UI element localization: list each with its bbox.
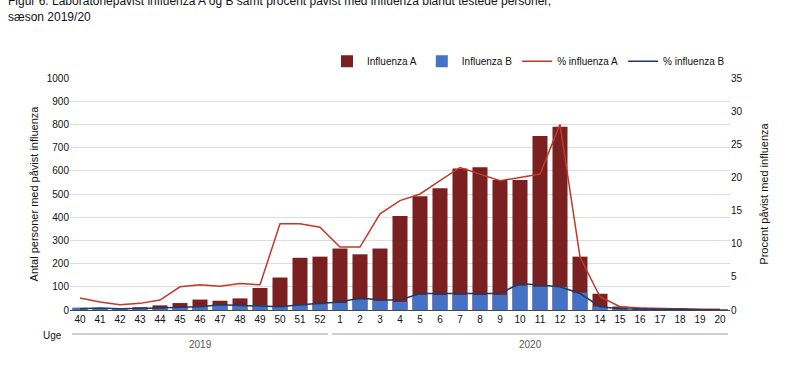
svg-text:10: 10 — [514, 314, 526, 325]
svg-text:35: 35 — [731, 73, 743, 84]
svg-text:Antal personer med påvist infl: Antal personer med påvist influenza — [28, 106, 40, 282]
svg-text:200: 200 — [52, 258, 69, 269]
svg-text:46: 46 — [194, 314, 206, 325]
svg-text:12: 12 — [554, 314, 566, 325]
svg-text:100: 100 — [52, 281, 69, 292]
svg-text:30: 30 — [731, 106, 743, 117]
svg-text:25: 25 — [731, 139, 743, 150]
svg-text:1: 1 — [337, 314, 343, 325]
svg-text:0: 0 — [731, 305, 737, 316]
svg-text:300: 300 — [52, 235, 69, 246]
svg-text:15: 15 — [614, 314, 626, 325]
svg-text:50: 50 — [274, 314, 286, 325]
svg-text:700: 700 — [52, 142, 69, 153]
svg-text:20: 20 — [714, 314, 726, 325]
svg-text:44: 44 — [154, 314, 166, 325]
svg-text:43: 43 — [134, 314, 146, 325]
svg-text:9: 9 — [497, 314, 503, 325]
svg-text:16: 16 — [634, 314, 646, 325]
svg-text:5: 5 — [731, 271, 737, 282]
svg-text:2020: 2020 — [519, 339, 542, 350]
svg-text:40: 40 — [74, 314, 86, 325]
svg-text:Uge: Uge — [43, 330, 62, 341]
svg-text:10: 10 — [731, 238, 743, 249]
svg-text:13: 13 — [574, 314, 586, 325]
svg-text:14: 14 — [594, 314, 606, 325]
svg-text:3: 3 — [377, 314, 383, 325]
svg-text:19: 19 — [694, 314, 706, 325]
svg-text:1000: 1000 — [47, 73, 70, 84]
svg-text:15: 15 — [731, 205, 743, 216]
svg-text:48: 48 — [234, 314, 246, 325]
svg-text:4: 4 — [397, 314, 403, 325]
svg-text:900: 900 — [52, 96, 69, 107]
svg-text:800: 800 — [52, 119, 69, 130]
svg-text:45: 45 — [174, 314, 186, 325]
svg-text:Procent påvist med influenza: Procent påvist med influenza — [758, 122, 770, 264]
svg-text:51: 51 — [294, 314, 306, 325]
svg-text:% influenza B: % influenza B — [663, 56, 724, 67]
svg-text:42: 42 — [114, 314, 126, 325]
svg-text:52: 52 — [314, 314, 326, 325]
svg-text:5: 5 — [417, 314, 423, 325]
svg-text:6: 6 — [437, 314, 443, 325]
svg-text:47: 47 — [214, 314, 226, 325]
svg-text:600: 600 — [52, 165, 69, 176]
svg-text:Figur 6. Laboratoriepåvist inf: Figur 6. Laboratoriepåvist influenza A o… — [8, 0, 551, 24]
svg-text:20: 20 — [731, 172, 743, 183]
svg-text:11: 11 — [535, 314, 546, 325]
svg-text:2019: 2019 — [189, 339, 212, 350]
svg-text:18: 18 — [674, 314, 686, 325]
svg-text:Influenza B: Influenza B — [462, 56, 512, 67]
svg-text:8: 8 — [477, 314, 483, 325]
svg-text:% influenza A: % influenza A — [557, 56, 618, 67]
svg-text:0: 0 — [63, 305, 69, 316]
svg-text:2: 2 — [357, 314, 363, 325]
svg-text:49: 49 — [254, 314, 266, 325]
svg-text:400: 400 — [52, 212, 69, 223]
svg-text:7: 7 — [457, 314, 463, 325]
svg-text:500: 500 — [52, 189, 69, 200]
svg-text:Influenza A: Influenza A — [367, 56, 417, 67]
svg-text:41: 41 — [94, 314, 106, 325]
svg-text:17: 17 — [654, 314, 666, 325]
